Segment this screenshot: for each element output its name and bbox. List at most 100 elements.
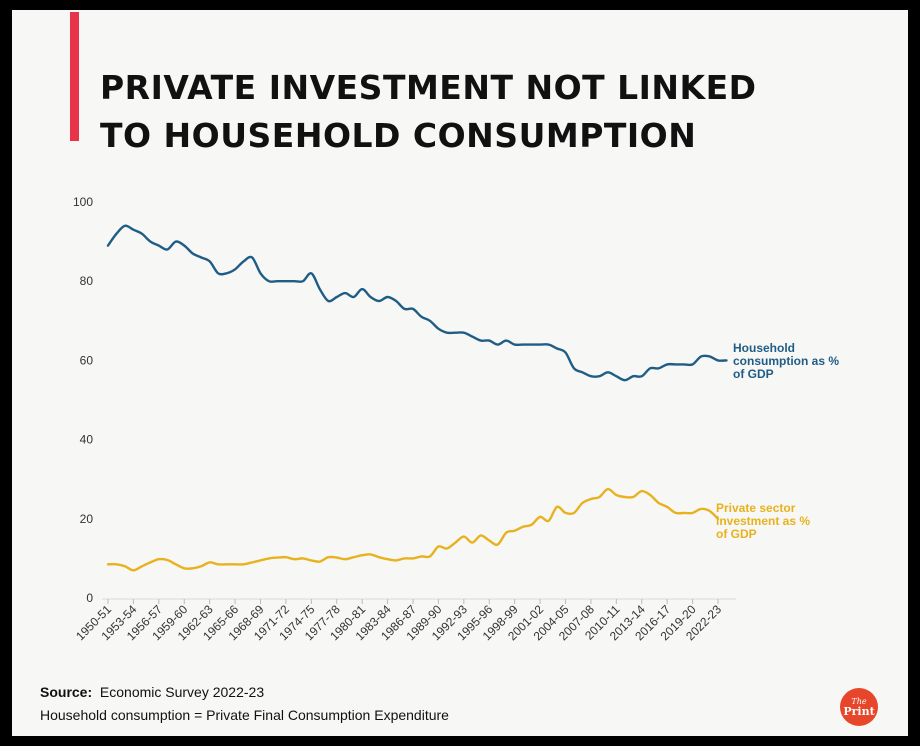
data-point <box>395 300 397 302</box>
data-point <box>175 241 177 243</box>
source-label: Source: <box>40 684 93 700</box>
data-point <box>158 558 160 560</box>
data-point <box>649 494 651 496</box>
data-point <box>234 563 236 565</box>
data-point <box>624 496 626 498</box>
data-point <box>692 512 694 514</box>
data-point <box>200 257 202 259</box>
series-line-household-consumption <box>106 224 728 382</box>
data-point <box>133 229 135 231</box>
data-point <box>497 344 499 346</box>
data-point <box>370 296 372 298</box>
data-point <box>505 340 507 342</box>
data-point <box>166 249 168 251</box>
data-point <box>615 494 617 496</box>
data-point <box>632 375 634 377</box>
data-point <box>632 496 634 498</box>
data-point <box>471 542 473 544</box>
data-point <box>285 556 287 558</box>
data-point <box>709 356 711 358</box>
data-point <box>302 280 304 282</box>
data-point <box>141 233 143 235</box>
data-point <box>217 563 219 565</box>
data-point <box>683 363 685 365</box>
data-point <box>429 556 431 558</box>
data-point <box>531 344 533 346</box>
data-point <box>166 559 168 561</box>
data-point <box>251 561 253 563</box>
series-label: Private sector investment as % of GDP <box>716 501 810 541</box>
data-point <box>268 558 270 560</box>
data-point <box>293 280 295 282</box>
data-point <box>260 272 262 274</box>
data-point <box>615 375 617 377</box>
data-point <box>565 352 567 354</box>
data-point <box>556 348 558 350</box>
data-point <box>387 296 389 298</box>
series-line-private-investment <box>106 487 720 572</box>
data-point <box>454 332 456 334</box>
data-point <box>158 245 160 247</box>
data-point <box>293 558 295 560</box>
series-label: Household consumption as % of GDP <box>733 341 839 381</box>
data-point <box>531 524 533 526</box>
y-tick-label: 20 <box>80 512 94 526</box>
data-point <box>319 288 321 290</box>
data-point <box>522 344 524 346</box>
data-point <box>548 344 550 346</box>
data-point <box>209 261 211 263</box>
data-point <box>624 379 626 381</box>
title-accent-bar <box>70 12 79 141</box>
data-point <box>573 512 575 514</box>
data-point <box>717 360 719 362</box>
data-point <box>107 245 109 247</box>
data-point <box>361 554 363 556</box>
data-point <box>683 512 685 514</box>
series-label-line: investment as % <box>716 514 810 528</box>
data-point <box>641 375 643 377</box>
data-point <box>243 261 245 263</box>
data-point <box>302 558 304 560</box>
infographic-card <box>12 10 908 736</box>
data-point <box>463 536 465 538</box>
data-point <box>446 332 448 334</box>
series-label-line: consumption as % <box>733 354 839 368</box>
data-point <box>573 367 575 369</box>
data-point <box>344 558 346 560</box>
source-line: Source: Economic Survey 2022-23 <box>40 684 264 700</box>
series-label-line: of GDP <box>716 527 757 541</box>
data-point <box>141 565 143 567</box>
data-point <box>183 567 185 569</box>
data-point <box>539 344 541 346</box>
data-point <box>598 496 600 498</box>
data-point <box>260 559 262 561</box>
data-point <box>692 363 694 365</box>
data-point <box>209 561 211 563</box>
data-point <box>327 556 329 558</box>
data-point <box>607 371 609 373</box>
data-point <box>709 510 711 512</box>
data-point <box>675 512 677 514</box>
data-point <box>412 308 414 310</box>
data-point <box>344 292 346 294</box>
data-point <box>277 557 279 559</box>
y-tick-label: 40 <box>80 433 94 447</box>
data-point <box>582 371 584 373</box>
data-point <box>361 288 363 290</box>
data-point <box>353 296 355 298</box>
data-point <box>488 540 490 542</box>
data-point <box>378 556 380 558</box>
definition-note: Household consumption = Private Final Co… <box>40 707 449 723</box>
data-point <box>429 320 431 322</box>
data-point <box>471 336 473 338</box>
data-point <box>378 300 380 302</box>
data-point <box>116 233 118 235</box>
data-point <box>183 245 185 247</box>
data-point <box>505 532 507 534</box>
data-point <box>438 328 440 330</box>
data-point <box>514 530 516 532</box>
y-tick-label: 80 <box>80 274 94 288</box>
data-point <box>700 508 702 510</box>
data-point <box>454 542 456 544</box>
